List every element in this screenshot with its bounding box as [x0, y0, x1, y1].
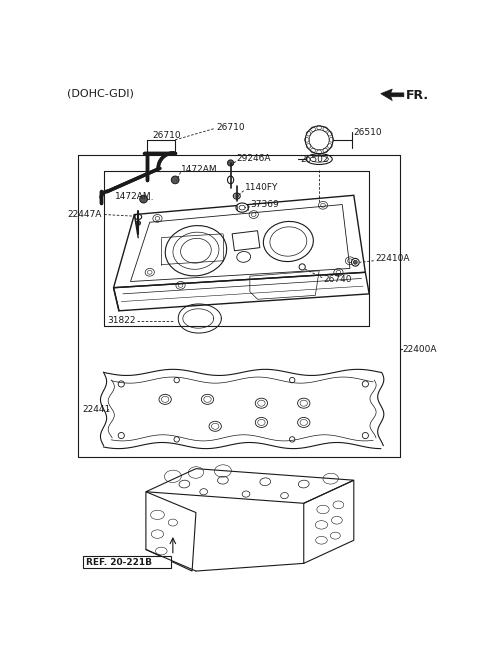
Polygon shape — [381, 89, 404, 100]
Ellipse shape — [233, 193, 240, 199]
Text: 31822: 31822 — [108, 317, 136, 325]
Ellipse shape — [236, 203, 248, 212]
Text: 1472AM: 1472AM — [115, 192, 152, 201]
Circle shape — [136, 221, 141, 225]
Ellipse shape — [161, 396, 169, 402]
Text: 26502: 26502 — [300, 154, 328, 164]
Ellipse shape — [118, 432, 124, 439]
Ellipse shape — [135, 214, 142, 219]
Circle shape — [140, 196, 147, 203]
Text: 1140FY: 1140FY — [244, 183, 278, 192]
Ellipse shape — [212, 424, 219, 430]
Circle shape — [353, 261, 357, 264]
Ellipse shape — [255, 418, 267, 428]
Text: 29246A: 29246A — [237, 154, 271, 163]
Ellipse shape — [258, 420, 265, 426]
Text: 26710: 26710 — [152, 131, 180, 140]
Circle shape — [299, 264, 305, 270]
Ellipse shape — [362, 432, 369, 439]
Ellipse shape — [118, 381, 124, 387]
Ellipse shape — [289, 378, 295, 383]
Ellipse shape — [174, 378, 180, 383]
Ellipse shape — [258, 400, 265, 406]
Text: 26740: 26740 — [323, 275, 351, 285]
Bar — [83, 556, 171, 568]
Ellipse shape — [298, 398, 310, 408]
Circle shape — [228, 160, 234, 166]
Text: REF. 20-221B: REF. 20-221B — [86, 558, 152, 567]
Text: 26510: 26510 — [354, 128, 383, 137]
Circle shape — [351, 259, 359, 266]
Text: 37369: 37369 — [251, 200, 279, 209]
Ellipse shape — [174, 437, 180, 442]
Ellipse shape — [201, 394, 214, 404]
Text: 26710: 26710 — [217, 123, 245, 132]
Ellipse shape — [289, 437, 295, 442]
Ellipse shape — [159, 394, 171, 404]
Text: 1472AM: 1472AM — [180, 165, 217, 174]
Ellipse shape — [298, 418, 310, 428]
Ellipse shape — [362, 381, 369, 387]
Ellipse shape — [255, 398, 267, 408]
Ellipse shape — [209, 422, 221, 432]
Ellipse shape — [204, 396, 211, 402]
Circle shape — [171, 176, 179, 184]
Text: 22400A: 22400A — [402, 344, 437, 354]
Ellipse shape — [235, 195, 239, 198]
Ellipse shape — [300, 400, 308, 406]
Text: 22447A: 22447A — [67, 210, 102, 219]
Text: 22441: 22441 — [83, 405, 111, 414]
Ellipse shape — [300, 420, 308, 426]
Text: 22410A: 22410A — [375, 254, 410, 263]
Text: FR.: FR. — [406, 88, 429, 102]
Text: (DOHC-GDI): (DOHC-GDI) — [67, 88, 134, 98]
